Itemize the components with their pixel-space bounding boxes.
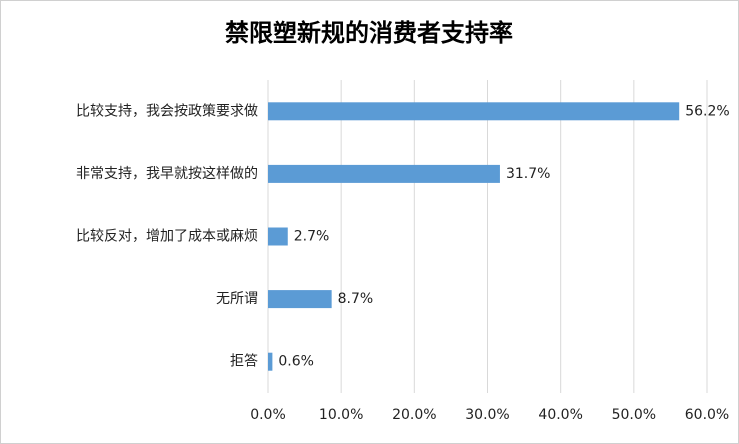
x-tick-label: 30.0%: [465, 407, 509, 423]
y-tick-label: 拒答: [230, 353, 258, 370]
data-label: 0.6%: [278, 354, 314, 370]
x-tick-label: 60.0%: [685, 407, 729, 423]
data-label: 8.7%: [338, 291, 374, 307]
data-label: 31.7%: [506, 166, 550, 182]
chart-title: 禁限塑新规的消费者支持率: [225, 19, 513, 47]
bar: [268, 164, 500, 183]
bar: [268, 290, 332, 309]
y-tick-label: 无所谓: [216, 291, 258, 307]
y-tick-label: 非常支持，我早就按这样做的: [76, 165, 258, 182]
y-tick-label: 比较反对，增加了成本或麻烦: [76, 229, 258, 245]
x-tick-label: 50.0%: [612, 407, 656, 423]
bar: [268, 102, 680, 121]
x-tick-label: 40.0%: [538, 407, 582, 423]
x-tick-label: 0.0%: [250, 407, 286, 423]
bar: [268, 227, 288, 246]
y-tick-label: 比较支持，我会按政策要求做: [76, 102, 258, 119]
x-tick-label: 10.0%: [319, 407, 363, 423]
bar: [268, 352, 273, 371]
data-label: 56.2%: [685, 103, 729, 119]
data-label: 2.7%: [294, 229, 330, 245]
x-tick-label: 20.0%: [392, 407, 436, 423]
